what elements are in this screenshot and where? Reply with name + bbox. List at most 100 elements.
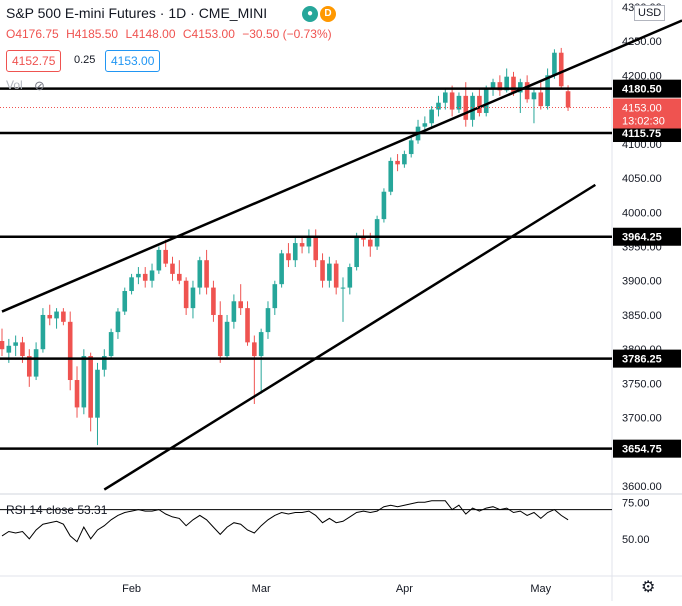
- candle-body: [40, 314, 46, 350]
- x-tick-label: Mar: [252, 583, 271, 595]
- candle-body: [395, 160, 400, 165]
- countdown-label: 13:02:30: [622, 116, 665, 128]
- candle-body: [20, 342, 25, 357]
- candle-body: [333, 263, 339, 288]
- candle-body: [129, 277, 134, 292]
- candle-body: [422, 123, 428, 127]
- candle-body: [204, 260, 209, 288]
- x-tick-label: Apr: [396, 583, 413, 595]
- y-tick-label: 4050.00: [622, 173, 662, 185]
- candle-body: [443, 92, 448, 103]
- candle-body: [26, 356, 32, 377]
- y-tick-label: 4000.00: [622, 207, 662, 219]
- delayed-badge[interactable]: D: [320, 6, 336, 22]
- candle-body: [497, 82, 503, 91]
- candle-body: [306, 236, 312, 247]
- candle-body: [108, 332, 114, 357]
- close-value: C4153.00: [182, 27, 235, 41]
- candle-body: [6, 345, 12, 353]
- candle-body: [149, 270, 155, 281]
- y-tick-label: 3900.00: [622, 276, 662, 288]
- candle-body: [449, 92, 455, 110]
- candle-body: [88, 356, 93, 418]
- candle-body: [0, 340, 5, 350]
- candle-body: [552, 52, 557, 76]
- candle-body: [347, 267, 353, 288]
- candle-body: [115, 311, 121, 333]
- level-price-tag: [613, 439, 681, 458]
- candle-body: [565, 91, 571, 108]
- level-price-label: 3786.25: [622, 354, 662, 366]
- candle-body: [531, 92, 537, 100]
- candle-body: [354, 236, 359, 268]
- x-tick-label: May: [530, 583, 551, 595]
- y-tick-label: 4250.00: [622, 36, 662, 48]
- candle-body: [292, 243, 298, 261]
- candle-body: [47, 314, 53, 319]
- y-tick-label: 3750.00: [622, 378, 662, 390]
- candle-body: [524, 82, 530, 100]
- level-price-tag: [613, 349, 681, 368]
- symbol-title[interactable]: S&P 500 E-mini Futures · 1D · CME_MINI: [6, 5, 268, 21]
- candle-body: [340, 287, 346, 289]
- candle-body: [490, 82, 496, 90]
- status-dot-icon: ●: [302, 6, 318, 22]
- x-tick-label: Feb: [122, 583, 141, 595]
- candle-body: [177, 273, 182, 281]
- y-tick-label: 4200.00: [622, 70, 662, 82]
- y-tick-label: 3600.00: [622, 481, 662, 493]
- candle-body: [388, 160, 394, 192]
- candle-body: [258, 332, 264, 357]
- candle-body: [170, 263, 175, 274]
- candle-body: [272, 284, 278, 309]
- candle-body: [217, 314, 223, 357]
- candle-body: [190, 287, 196, 309]
- candle-body: [67, 321, 73, 381]
- candle-body: [142, 273, 148, 281]
- candle-body: [252, 342, 257, 357]
- level-price-label: 3964.25: [622, 232, 662, 244]
- hidden-eye-icon[interactable]: ⊘: [34, 78, 45, 93]
- volume-label[interactable]: Vol: [6, 78, 23, 92]
- candle-body: [538, 92, 544, 107]
- candle-body: [374, 219, 380, 247]
- level-price-tag: [613, 124, 681, 143]
- rsi-line: [1, 500, 569, 543]
- candle-body: [483, 89, 489, 113]
- candle-body: [408, 140, 414, 155]
- rsi-tick-label: 75.00: [622, 497, 650, 509]
- level-price-tag: [613, 227, 681, 246]
- level-price-label: 3654.75: [622, 444, 662, 456]
- candle-body: [81, 356, 87, 408]
- candle-body: [136, 273, 141, 278]
- low-value: L4148.00: [125, 27, 176, 41]
- y-tick-label: 3850.00: [622, 310, 662, 322]
- candle-body: [61, 311, 66, 322]
- candle-body: [183, 280, 189, 309]
- rsi-tick-label: 50.00: [622, 534, 650, 546]
- candle-body: [456, 95, 462, 110]
- candle-body: [470, 95, 475, 120]
- candle-body: [511, 76, 516, 93]
- candle-body: [33, 349, 39, 377]
- ohlc-readout: O4176.75 H4185.50 L4148.00 C4153.00 −30.…: [6, 27, 336, 41]
- y-tick-label: 3700.00: [622, 413, 662, 425]
- candle-body: [102, 356, 107, 370]
- candle-body: [436, 102, 441, 110]
- currency-button[interactable]: USD: [634, 5, 666, 21]
- candle-body: [265, 308, 271, 333]
- candle-body: [279, 253, 284, 285]
- candle-body: [286, 253, 291, 261]
- candle-body: [367, 239, 373, 247]
- settings-gear-icon[interactable]: ⚙: [641, 579, 656, 596]
- open-value: O4176.75: [6, 27, 59, 41]
- candle-body: [122, 291, 128, 312]
- candle-body: [558, 52, 564, 87]
- level-price-label: 4180.50: [622, 84, 662, 96]
- rsi-label[interactable]: RSI 14 close 53.31: [6, 503, 108, 517]
- buy-price-button[interactable]: 4153.00: [105, 50, 161, 72]
- sell-price-button[interactable]: 4152.75: [6, 50, 62, 72]
- high-value: H4185.50: [66, 27, 119, 41]
- candle-body: [245, 308, 250, 343]
